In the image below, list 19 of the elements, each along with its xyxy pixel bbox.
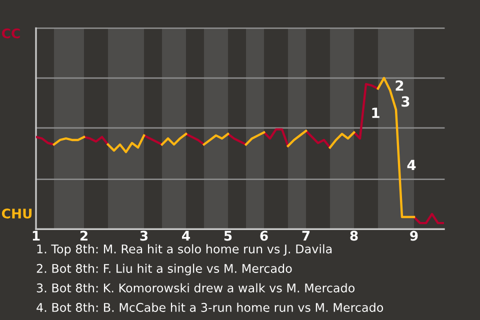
x-tick-label: 4 <box>182 230 190 241</box>
annotation: 2 <box>396 80 404 91</box>
text: CHU <box>2 208 32 219</box>
x-tick-label: 5 <box>224 230 232 241</box>
text: 3. Bot 8th: K. Komorowski drew a walk vs M. Mercado <box>36 283 355 292</box>
x-tick-label: 2 <box>80 230 88 241</box>
text: 1. Top 8th: M. Rea hit a solo home run vs J. Davila <box>37 244 332 256</box>
text: 4. Bot 8th: B. McCabe hit a 3-run home run vs M. Mercado <box>36 302 384 312</box>
annotation: 1 <box>372 108 380 118</box>
text: CC <box>2 28 20 38</box>
x-tick-label: 3 <box>140 230 148 241</box>
x-tick-label: 8 <box>350 230 358 241</box>
x-tick-label: 6 <box>260 230 268 241</box>
annotation: 3 <box>402 96 410 107</box>
annotation: 4 <box>407 160 416 170</box>
x-tick-label: 9 <box>410 230 418 241</box>
text: 2. Bot 8th: F. Liu hit a single vs M. Mercado <box>36 264 292 276</box>
x-tick-label: 7 <box>302 230 310 241</box>
x-tick-label: 1 <box>32 230 40 241</box>
